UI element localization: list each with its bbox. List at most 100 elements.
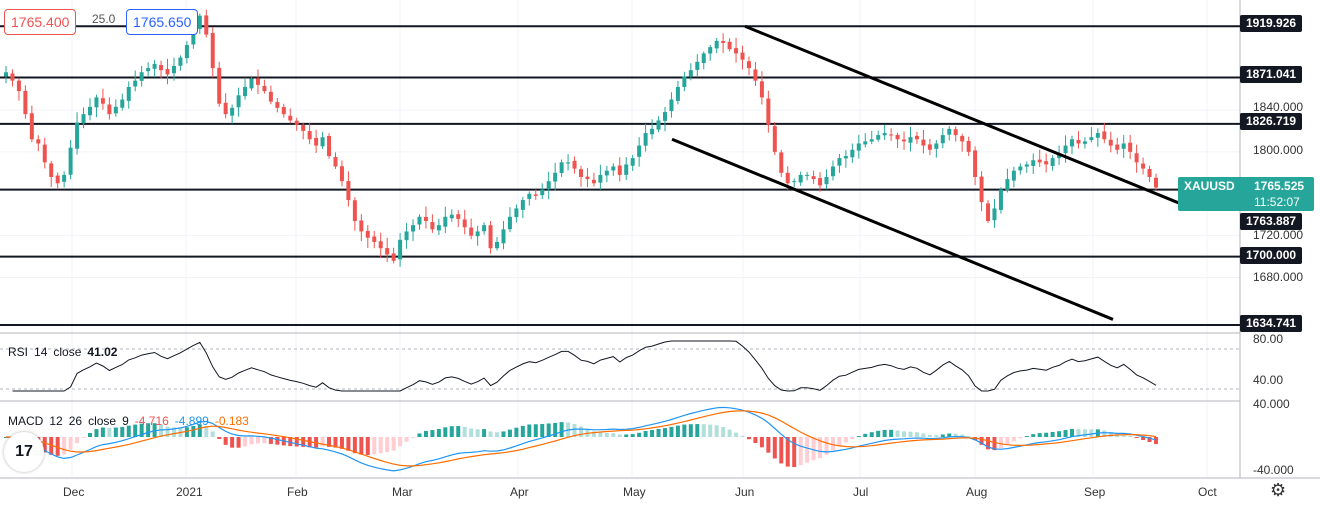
candle-body: [417, 216, 422, 225]
candle-body: [501, 229, 506, 244]
macd-hist-bar: [856, 436, 861, 438]
candle-body: [178, 57, 183, 66]
candle-body: [843, 156, 848, 159]
macd-hist-bar: [94, 429, 99, 437]
macd-hist-bar: [1031, 434, 1036, 437]
macd-hist-bar: [914, 432, 919, 437]
macd-hist-bar: [695, 424, 700, 437]
candle-body: [805, 174, 810, 176]
x-label-jul: Jul: [853, 485, 869, 499]
candle-body: [714, 40, 719, 49]
candle-body: [10, 73, 15, 81]
candle-body: [1082, 141, 1087, 144]
level-tag-1826: 1826.719: [1240, 113, 1303, 130]
candle-body: [372, 236, 377, 242]
tradingview-logo-icon[interactable]: 17: [4, 432, 44, 472]
candle-body: [411, 225, 416, 232]
candle-body: [1089, 137, 1094, 141]
candle-body: [23, 90, 28, 115]
bid-price-box[interactable]: 1765.400: [4, 9, 77, 35]
level-tag-1700: 1700.000: [1240, 247, 1303, 264]
candle-body: [604, 170, 609, 176]
macd-hist-bar: [139, 423, 144, 437]
macd-hist-bar: [934, 435, 939, 437]
macd-hist-bar: [908, 431, 913, 437]
macd-hist-bar: [126, 425, 131, 437]
macd-hist-bar: [772, 437, 777, 459]
candle-body: [546, 181, 551, 190]
macd-hist-bar: [843, 437, 848, 443]
rsi-pane: [0, 340, 1240, 392]
bar-countdown: 11:52:07: [1254, 195, 1300, 209]
macd-hist-bar: [998, 437, 1003, 448]
macd-hist-bar: [947, 433, 952, 437]
ask-price-box[interactable]: 1765.650: [126, 9, 199, 35]
symbol-name: XAUUSD: [1184, 179, 1235, 193]
candle-body: [591, 179, 596, 184]
macd-hist-bar: [734, 432, 739, 437]
candle-body: [1128, 142, 1133, 152]
candle-body: [734, 48, 739, 54]
candle-body: [68, 147, 73, 175]
candle-body: [398, 239, 403, 260]
candle-body: [998, 189, 1003, 210]
macd-hist-bar: [1063, 430, 1068, 437]
candle-body: [314, 137, 319, 146]
candle-body: [1057, 153, 1062, 159]
macd-hist-bar: [902, 431, 907, 437]
macd-hist-bar: [624, 434, 629, 437]
macd-hist-bar: [1134, 437, 1139, 439]
gear-icon[interactable]: ⚙: [1270, 480, 1287, 500]
candle-body: [262, 85, 267, 92]
macd-hist-bar: [572, 423, 577, 437]
candle-body: [947, 128, 952, 135]
macd-hist-bar: [171, 427, 176, 437]
macd-hist-bar: [275, 437, 280, 445]
macd-hist-bar: [68, 437, 73, 450]
macd-hist-bar: [165, 426, 170, 437]
rsi-legend[interactable]: RSI 14 close 41.02: [8, 345, 123, 359]
macd-hist-bar: [204, 426, 209, 437]
macd-hist-bar: [55, 437, 60, 456]
candle-body: [662, 112, 667, 121]
macd-hist-bar: [979, 437, 984, 445]
macd-hist-bar: [986, 437, 991, 450]
macd-hist-bar: [236, 437, 241, 448]
macd-pane: [4, 406, 1158, 472]
macd-hist-bar: [62, 437, 67, 455]
candle-body: [682, 76, 687, 87]
y-tick-label: 1800.000: [1253, 143, 1304, 157]
macd-hist-bar: [650, 429, 655, 437]
candle-body: [869, 139, 874, 142]
x-label-aug: Aug: [966, 485, 988, 499]
macd-hist-bar: [895, 430, 900, 437]
macd-hist-bar: [1018, 437, 1023, 439]
candle-body: [243, 86, 248, 97]
candle-body: [934, 143, 939, 149]
macd-hist-bar: [759, 437, 764, 448]
macd-hist-bar: [1044, 432, 1049, 437]
macd-hist-bar: [579, 426, 583, 437]
macd-hist-bar: [436, 428, 441, 437]
candle-body: [436, 225, 441, 231]
candle-body: [139, 72, 144, 81]
candle-body: [630, 158, 635, 166]
level-tag-1871: 1871.041: [1240, 66, 1303, 83]
candle-body: [824, 176, 829, 185]
macd-hist-bar: [81, 437, 86, 438]
x-label-apr: Apr: [510, 485, 529, 499]
macd-hist-bar: [430, 430, 435, 437]
macd-hist-bar: [456, 426, 461, 437]
x-label-may: May: [623, 485, 646, 499]
rsi-value: 41.02: [87, 345, 118, 359]
macd-hist-bar: [449, 426, 454, 437]
candle-body: [746, 61, 751, 69]
macd-legend[interactable]: MACD 12 26 close 9 -4.716 -4.899 -0.183: [8, 414, 255, 428]
macd-hist-bar: [268, 437, 273, 444]
macd-line: [5, 406, 1157, 472]
macd-hist-bar: [811, 437, 816, 461]
candle-body: [559, 162, 564, 174]
macd-hist-bar: [1011, 437, 1016, 442]
macd-hist-bar: [721, 426, 726, 437]
